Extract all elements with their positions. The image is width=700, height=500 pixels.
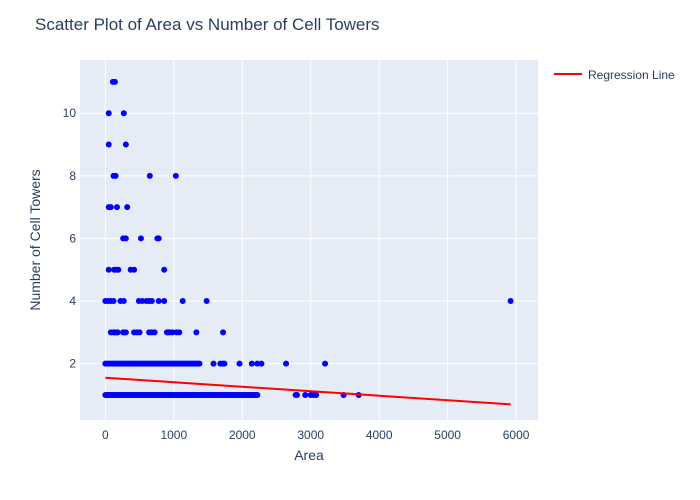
y-tick-label: 4	[69, 294, 76, 308]
y-tick-label: 10	[63, 106, 77, 120]
data-point	[138, 235, 144, 241]
data-point	[115, 267, 121, 273]
data-point	[221, 361, 227, 367]
data-point	[258, 361, 264, 367]
x-tick-label: 2000	[229, 428, 256, 442]
data-point	[254, 392, 260, 398]
x-tick-label: 4000	[366, 428, 393, 442]
data-point	[123, 329, 129, 335]
data-point	[161, 267, 167, 273]
data-point	[196, 361, 202, 367]
chart-title: Scatter Plot of Area vs Number of Cell T…	[35, 15, 380, 34]
data-point	[302, 392, 308, 398]
data-point	[113, 173, 119, 179]
data-point	[322, 361, 328, 367]
data-point	[294, 392, 300, 398]
data-point	[152, 329, 158, 335]
data-point	[121, 298, 127, 304]
data-point	[193, 329, 199, 335]
data-point	[106, 267, 112, 273]
data-point	[111, 298, 117, 304]
x-tick-label: 0	[102, 428, 109, 442]
data-point	[173, 173, 179, 179]
data-point	[161, 298, 167, 304]
data-point	[283, 361, 289, 367]
data-point	[123, 142, 129, 148]
data-point	[180, 298, 186, 304]
data-point	[508, 298, 514, 304]
data-point	[313, 392, 319, 398]
x-tick-label: 6000	[503, 428, 530, 442]
y-tick-label: 2	[69, 357, 76, 371]
data-point	[149, 298, 155, 304]
data-point	[108, 204, 114, 210]
data-point	[131, 267, 137, 273]
data-point	[106, 142, 112, 148]
y-tick-label: 8	[69, 169, 76, 183]
data-point	[106, 110, 112, 116]
x-axis-title: Area	[294, 447, 324, 463]
data-point	[249, 361, 255, 367]
data-point	[124, 204, 130, 210]
x-tick-label: 3000	[297, 428, 324, 442]
y-axis-title: Number of Cell Towers	[27, 169, 43, 310]
data-point	[237, 361, 243, 367]
x-tick-label: 1000	[160, 428, 187, 442]
data-point	[114, 204, 120, 210]
data-point	[115, 329, 121, 335]
data-point	[123, 235, 129, 241]
data-point	[156, 298, 162, 304]
data-point	[210, 361, 216, 367]
data-point	[156, 235, 162, 241]
data-point	[220, 329, 226, 335]
data-point	[147, 173, 153, 179]
data-point	[176, 329, 182, 335]
data-point	[121, 110, 127, 116]
legend[interactable]: Regression Line	[554, 68, 675, 82]
x-tick-label: 5000	[434, 428, 461, 442]
y-tick-label: 6	[69, 231, 76, 245]
legend-regression-label: Regression Line	[588, 68, 675, 82]
data-point	[204, 298, 210, 304]
data-point	[137, 329, 143, 335]
data-point	[112, 79, 118, 85]
